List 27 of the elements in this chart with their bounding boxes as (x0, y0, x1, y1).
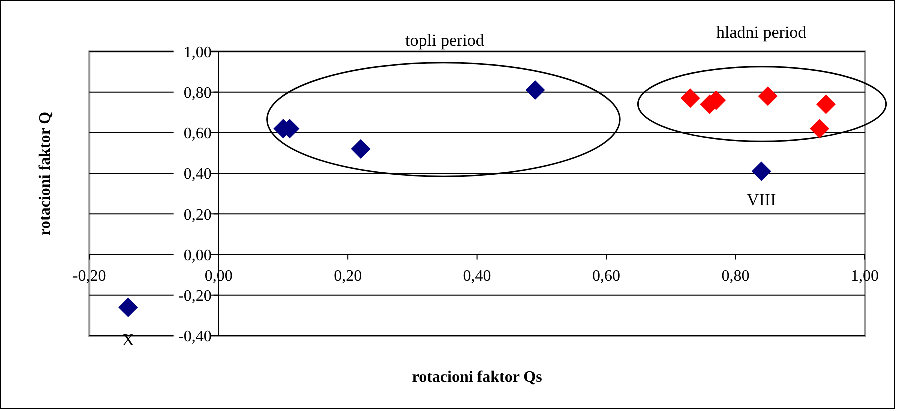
x-tick-label: 0,40 (463, 268, 492, 285)
y-axis-title: rotacioni faktor Q (37, 112, 54, 236)
x-axis-title: rotacioni faktor Qs (412, 369, 542, 386)
point (758, 86, 778, 106)
y-tick-label: -0,20 (178, 288, 212, 305)
x-tick-label: 0,80 (722, 268, 750, 285)
point (752, 162, 772, 182)
point (118, 298, 138, 318)
y-tick-label: 0,40 (184, 166, 212, 184)
y-tick-label: 0,80 (184, 84, 212, 102)
y-tick-label: 0,20 (184, 206, 212, 224)
text: topli period (406, 31, 485, 50)
x-tick-label: -0,20 (72, 268, 106, 285)
point (680, 88, 700, 108)
text: hladni period (716, 23, 808, 42)
point (816, 94, 836, 114)
y-tick-label: 0,00 (184, 247, 212, 264)
point (351, 139, 371, 159)
point (526, 80, 546, 100)
y-tick-label: 1,00 (184, 44, 212, 62)
y-tick-label: 0,60 (184, 126, 212, 143)
x-tick-label: 0,60 (592, 268, 621, 285)
x-tick-label: 0,20 (334, 268, 362, 285)
x-tick-label: 1,00 (851, 268, 879, 285)
y-tick-label: -0,40 (178, 328, 212, 346)
annotation: VIII (746, 190, 777, 210)
point (810, 119, 830, 139)
